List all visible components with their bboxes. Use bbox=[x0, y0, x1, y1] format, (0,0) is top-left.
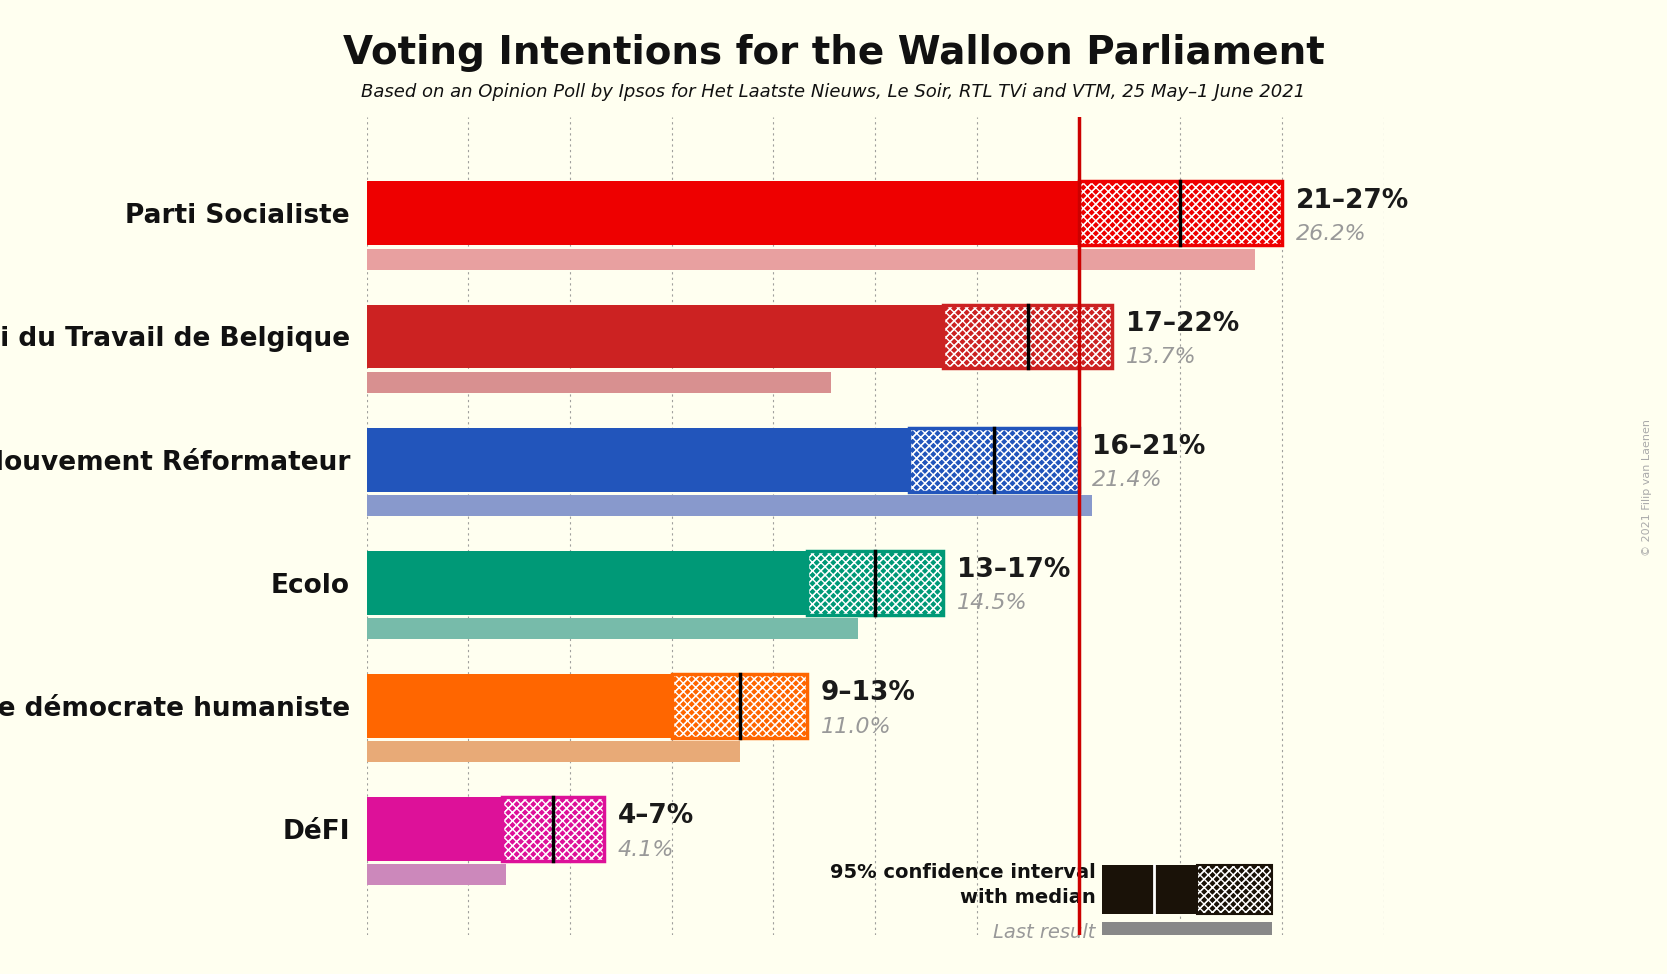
Bar bbox=[807, 550, 944, 615]
Bar bbox=[502, 797, 603, 861]
Bar bbox=[1079, 181, 1282, 245]
Bar bbox=[367, 495, 1092, 516]
Text: 9–13%: 9–13% bbox=[820, 680, 915, 706]
Bar bbox=[1197, 865, 1272, 915]
Text: 13.7%: 13.7% bbox=[1125, 348, 1197, 367]
Text: 21–27%: 21–27% bbox=[1295, 188, 1409, 214]
Bar bbox=[807, 550, 944, 615]
Bar bbox=[367, 674, 672, 737]
Text: 17–22%: 17–22% bbox=[1125, 311, 1239, 337]
Bar bbox=[367, 797, 502, 861]
Bar bbox=[672, 674, 807, 737]
Bar bbox=[672, 674, 807, 737]
Text: 4.1%: 4.1% bbox=[617, 840, 673, 859]
Bar bbox=[944, 305, 1112, 368]
Text: Last result: Last result bbox=[994, 923, 1095, 942]
Bar bbox=[807, 550, 944, 615]
Bar bbox=[1102, 865, 1197, 915]
Text: 4–7%: 4–7% bbox=[617, 804, 693, 829]
Text: 26.2%: 26.2% bbox=[1295, 224, 1365, 244]
Text: 95% confidence interval
with median: 95% confidence interval with median bbox=[830, 863, 1095, 907]
Bar bbox=[367, 372, 832, 393]
Bar bbox=[367, 741, 740, 763]
Bar bbox=[944, 305, 1112, 368]
Bar bbox=[909, 428, 1079, 492]
Bar bbox=[367, 428, 909, 492]
Bar bbox=[502, 797, 603, 861]
Bar bbox=[1197, 865, 1272, 915]
Text: 11.0%: 11.0% bbox=[820, 717, 892, 736]
Bar bbox=[367, 550, 807, 615]
Text: 16–21%: 16–21% bbox=[1092, 434, 1205, 461]
Bar bbox=[909, 428, 1079, 492]
Bar bbox=[672, 674, 807, 737]
Bar bbox=[1197, 865, 1272, 915]
Text: 14.5%: 14.5% bbox=[957, 593, 1027, 614]
Text: Voting Intentions for the Walloon Parliament: Voting Intentions for the Walloon Parlia… bbox=[343, 34, 1324, 72]
Bar bbox=[367, 305, 944, 368]
Text: 21.4%: 21.4% bbox=[1092, 470, 1162, 491]
Text: Based on an Opinion Poll by Ipsos for Het Laatste Nieuws, Le Soir, RTL TVi and V: Based on an Opinion Poll by Ipsos for He… bbox=[362, 83, 1305, 100]
Bar bbox=[1102, 921, 1272, 944]
Bar bbox=[502, 797, 603, 861]
Bar bbox=[367, 618, 859, 639]
Bar bbox=[1079, 181, 1282, 245]
Text: © 2021 Filip van Laenen: © 2021 Filip van Laenen bbox=[1642, 419, 1652, 555]
Bar bbox=[944, 305, 1112, 368]
Bar bbox=[1079, 181, 1282, 245]
Bar bbox=[367, 864, 505, 885]
Bar bbox=[909, 428, 1079, 492]
Text: 13–17%: 13–17% bbox=[957, 557, 1070, 583]
Bar bbox=[367, 181, 1079, 245]
Bar bbox=[367, 249, 1255, 270]
